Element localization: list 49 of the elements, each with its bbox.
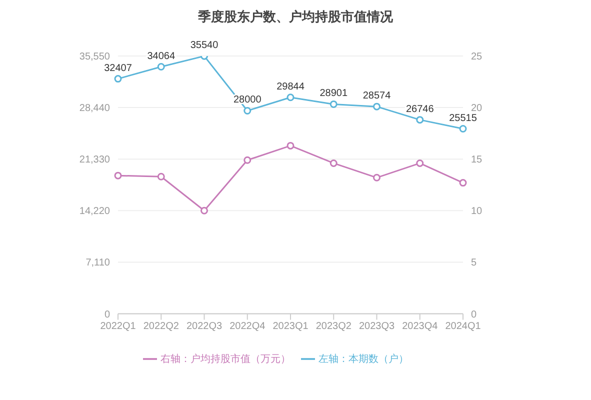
x-tick-label: 2023Q4 [402,320,438,332]
y2-tick-label: 20 [471,103,483,114]
x-tick-label: 2023Q3 [358,320,395,332]
point [330,100,338,108]
point [157,172,165,180]
data-label: 28574 [362,90,392,102]
point [286,94,294,102]
x-tick-label: 2022Q3 [186,320,222,332]
data-label: 25515 [449,112,478,124]
legend-label: 右轴：户均持股市值（万元） [160,354,290,365]
data-label: 34064 [147,50,176,62]
y-tick-label: 14,220 [79,206,110,218]
x-tick-label: 2022Q4 [230,320,266,332]
y-tick-label: 28,440 [79,103,110,114]
point [114,172,122,180]
y-tick-label: 35,550 [79,52,110,63]
point [373,102,380,110]
point [286,142,294,150]
x-tick-label: 2022Q1 [100,320,136,332]
point [157,63,165,71]
data-label: 35540 [190,40,219,52]
y2-tick-label: 10 [471,206,483,218]
point [114,75,122,83]
y2-tick-label: 15 [471,154,483,166]
data-label: 29844 [276,81,305,92]
y-tick-label: 0 [104,309,110,320]
chart-title: 季度股东户数、户均持股市值情况 [197,8,394,26]
y-tick-label: 21,330 [79,154,110,166]
point [459,179,467,187]
x-tick-label: 2023Q1 [272,320,309,332]
point [244,156,252,164]
data-label: 32407 [104,62,132,74]
x-tick-label: 2023Q2 [316,320,352,332]
point [244,106,252,114]
point [373,174,380,182]
point [330,159,338,167]
data-label: 26746 [406,104,434,115]
point [200,206,208,214]
y2-tick-label: 5 [471,258,477,269]
point [459,125,467,133]
x-tick-label: 2024Q1 [445,320,482,332]
legend-label: 左轴：本期数（户） [318,354,408,365]
y2-tick-label: 0 [471,309,477,320]
y-tick-label: 7,110 [86,258,110,269]
point [416,159,424,167]
data-label: 28901 [320,88,348,100]
point [416,116,424,124]
x-tick-label: 2022Q2 [143,320,180,332]
y2-tick-label: 25 [471,52,483,63]
